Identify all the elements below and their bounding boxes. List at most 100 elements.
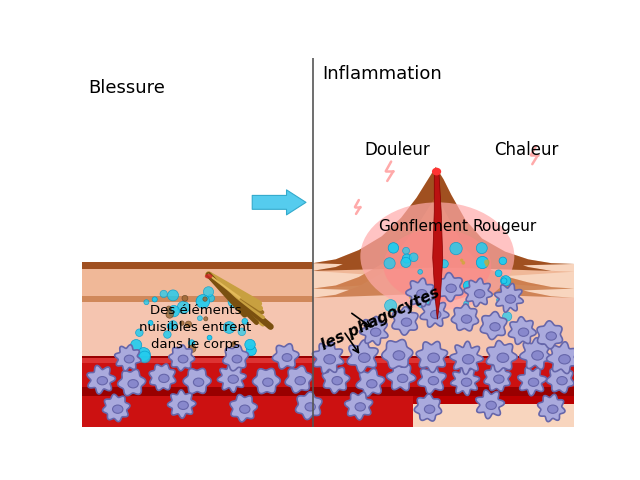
- Polygon shape: [345, 392, 372, 420]
- Polygon shape: [486, 341, 517, 372]
- Ellipse shape: [431, 311, 441, 319]
- Polygon shape: [413, 396, 575, 404]
- Circle shape: [484, 259, 490, 265]
- Circle shape: [485, 264, 488, 267]
- Circle shape: [207, 295, 214, 302]
- Polygon shape: [168, 390, 196, 418]
- Circle shape: [450, 242, 462, 255]
- Polygon shape: [392, 307, 418, 335]
- Polygon shape: [451, 304, 479, 331]
- Circle shape: [136, 329, 143, 336]
- Polygon shape: [518, 367, 547, 396]
- Circle shape: [167, 323, 173, 329]
- Ellipse shape: [178, 355, 188, 363]
- Circle shape: [440, 260, 449, 268]
- Text: Chaleur: Chaleur: [495, 141, 559, 159]
- Circle shape: [232, 341, 236, 344]
- Polygon shape: [418, 365, 446, 394]
- Circle shape: [131, 339, 141, 351]
- Polygon shape: [387, 364, 416, 391]
- Ellipse shape: [428, 376, 438, 385]
- Circle shape: [246, 346, 256, 356]
- Circle shape: [502, 312, 512, 321]
- Polygon shape: [312, 342, 344, 373]
- Circle shape: [228, 295, 241, 308]
- Polygon shape: [82, 58, 575, 427]
- Polygon shape: [382, 339, 413, 369]
- Text: Rougeur: Rougeur: [473, 219, 537, 234]
- Ellipse shape: [97, 376, 108, 385]
- Text: Des éléments
nuisibles entrent
dans le corps: Des éléments nuisibles entrent dans le c…: [140, 304, 252, 351]
- Text: Blessure: Blessure: [88, 79, 164, 97]
- Ellipse shape: [355, 403, 365, 411]
- Circle shape: [499, 257, 507, 264]
- Text: Douleur: Douleur: [364, 141, 430, 159]
- Circle shape: [238, 328, 246, 336]
- Polygon shape: [312, 196, 575, 298]
- Ellipse shape: [518, 328, 529, 336]
- Polygon shape: [149, 364, 175, 390]
- Ellipse shape: [532, 351, 543, 360]
- Circle shape: [410, 253, 418, 262]
- Circle shape: [188, 345, 196, 352]
- Polygon shape: [414, 394, 442, 421]
- Circle shape: [188, 340, 195, 346]
- Circle shape: [223, 322, 235, 334]
- Polygon shape: [82, 269, 312, 296]
- Polygon shape: [82, 358, 575, 362]
- Ellipse shape: [228, 375, 239, 384]
- Circle shape: [169, 321, 177, 329]
- Circle shape: [176, 349, 188, 360]
- Polygon shape: [82, 262, 312, 269]
- Circle shape: [231, 342, 236, 347]
- Polygon shape: [450, 341, 483, 374]
- Circle shape: [384, 258, 396, 269]
- Polygon shape: [87, 365, 115, 394]
- Circle shape: [403, 247, 410, 254]
- Circle shape: [243, 301, 252, 310]
- Polygon shape: [118, 370, 146, 396]
- Circle shape: [182, 295, 188, 301]
- Polygon shape: [82, 269, 312, 358]
- Ellipse shape: [559, 355, 570, 364]
- Polygon shape: [285, 366, 312, 393]
- Ellipse shape: [548, 405, 558, 413]
- Polygon shape: [480, 312, 507, 339]
- Polygon shape: [312, 167, 575, 427]
- Circle shape: [461, 261, 465, 264]
- Ellipse shape: [446, 284, 456, 292]
- Polygon shape: [312, 167, 575, 272]
- Polygon shape: [356, 369, 385, 396]
- Ellipse shape: [113, 405, 123, 413]
- Polygon shape: [169, 345, 195, 371]
- Ellipse shape: [383, 229, 492, 302]
- Circle shape: [245, 339, 255, 350]
- Ellipse shape: [401, 318, 412, 326]
- Circle shape: [242, 318, 248, 324]
- Ellipse shape: [461, 378, 472, 386]
- Polygon shape: [82, 302, 312, 358]
- Text: Gonflement: Gonflement: [378, 219, 468, 234]
- Ellipse shape: [490, 323, 500, 331]
- Polygon shape: [82, 358, 575, 427]
- Circle shape: [500, 276, 511, 286]
- Polygon shape: [102, 394, 130, 421]
- Ellipse shape: [393, 351, 404, 360]
- Polygon shape: [537, 321, 563, 349]
- Circle shape: [198, 316, 202, 321]
- Ellipse shape: [529, 378, 539, 386]
- Ellipse shape: [428, 353, 440, 362]
- Circle shape: [462, 308, 466, 312]
- Polygon shape: [433, 171, 443, 319]
- Text: Inflammation: Inflammation: [323, 65, 442, 84]
- Circle shape: [204, 287, 214, 297]
- Ellipse shape: [497, 353, 509, 362]
- Polygon shape: [183, 369, 211, 394]
- Circle shape: [203, 297, 207, 301]
- Polygon shape: [476, 390, 504, 419]
- Ellipse shape: [424, 405, 435, 413]
- Circle shape: [227, 290, 234, 298]
- Polygon shape: [508, 317, 536, 344]
- Circle shape: [460, 259, 463, 262]
- Polygon shape: [312, 206, 575, 358]
